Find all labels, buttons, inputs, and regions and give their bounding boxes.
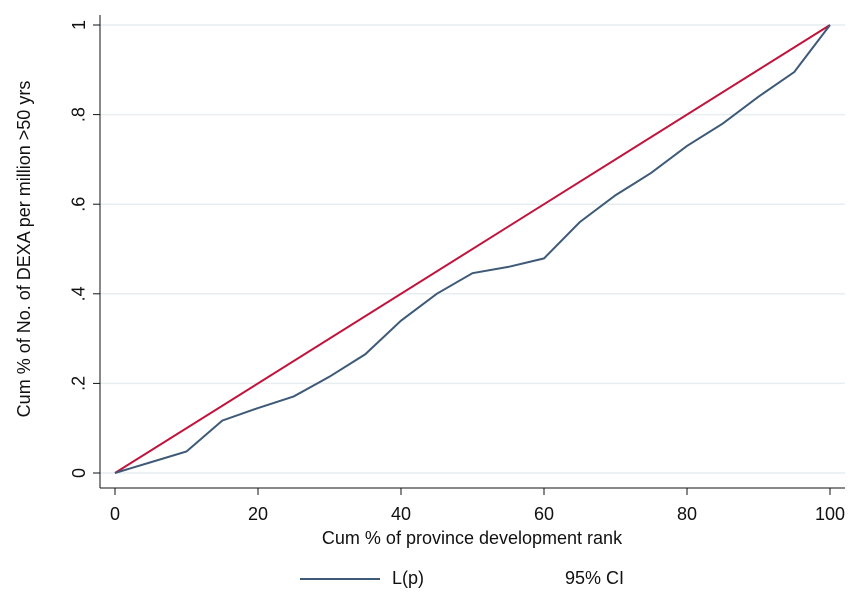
legend-label: L(p) — [392, 568, 424, 588]
legend-label: 95% CI — [565, 568, 624, 588]
y-tick-label: 0 — [69, 468, 89, 478]
y-tick-label: .2 — [69, 376, 89, 391]
x-axis-title: Cum % of province development rank — [322, 528, 623, 548]
equality-line — [114, 24, 831, 474]
y-tick-label: 1 — [69, 20, 89, 30]
y-tick-label: .4 — [69, 286, 89, 301]
x-tick-label: 60 — [534, 504, 554, 524]
x-tick-label: 80 — [677, 504, 697, 524]
x-tick-label: 0 — [110, 504, 120, 524]
x-tick-label: 40 — [391, 504, 411, 524]
y-axis-title: Cum % of No. of DEXA per million >50 yrs — [14, 81, 34, 418]
x-tick-label: 100 — [815, 504, 845, 524]
y-tick-label: .8 — [69, 107, 89, 122]
series-line — [114, 24, 831, 474]
x-tick-label: 20 — [248, 504, 268, 524]
y-tick-label: .6 — [69, 197, 89, 212]
